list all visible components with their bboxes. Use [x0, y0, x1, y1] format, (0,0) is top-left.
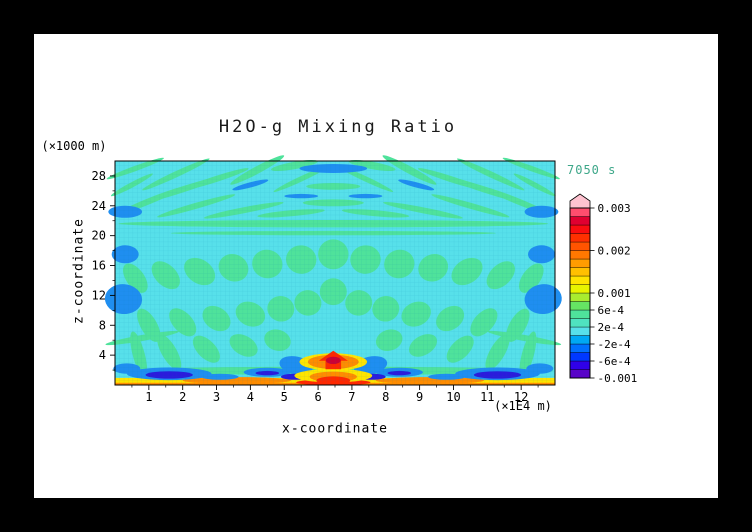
x-tick-label: 11	[480, 390, 494, 404]
x-tick-label: 10	[446, 390, 460, 404]
colorbar-band	[569, 224, 591, 234]
x-tick-label: 12	[514, 390, 528, 404]
colorbar-band	[569, 309, 591, 319]
colorbar-tick-label: 0.003	[598, 202, 631, 215]
colorbar-band	[569, 369, 591, 379]
chart-title: H2O-g Mixing Ratio	[218, 117, 458, 137]
z-tick-label: 24	[92, 199, 106, 213]
x-axis-unit-label: (×1E4 m)	[494, 399, 552, 413]
z-tick-label: 4	[99, 348, 106, 362]
colorbar-band	[569, 326, 591, 336]
z-tick-label: 20	[92, 229, 106, 243]
colorbar-band	[569, 352, 591, 362]
colorbar-band	[569, 335, 591, 345]
x-tick-label: 4	[247, 390, 254, 404]
colorbar-band	[569, 318, 591, 328]
colorbar-tick-label: -6e-4	[598, 355, 631, 368]
colorbar-layer: 0.003 0.002 0.001 6e-4 2e-4 -2e-4 -6e-4 -0.001	[569, 193, 638, 385]
colorbar-band	[569, 258, 591, 268]
x-tick-label: 2	[179, 390, 186, 404]
z-tick-label: 12	[92, 288, 106, 302]
colorbar-overflow-arrow	[569, 193, 591, 209]
colorbar-tick-label: 0.001	[598, 287, 631, 300]
x-tick-label: 5	[281, 390, 288, 404]
x-tick-label: 9	[416, 390, 423, 404]
x-tick-label: 3	[213, 390, 220, 404]
z-tick-label: 8	[99, 318, 106, 332]
colorbar-band	[569, 216, 591, 226]
x-axis-label: x-coordinate	[282, 421, 388, 437]
colorbar-legend: 0.003 0.002 0.001 6e-4 2e-4 -2e-4 -6e-4 -0.001	[569, 193, 638, 385]
grid-mesh-overlay	[115, 161, 555, 385]
colorbar-band	[569, 292, 591, 302]
y-axis-label: z-coordinate	[71, 218, 87, 324]
colorbar-tick-label: 0.002	[598, 244, 631, 257]
x-tick-label: 8	[382, 390, 389, 404]
colorbar-band	[569, 233, 591, 243]
colorbar-tick-label: -2e-4	[598, 338, 631, 351]
colorbar-band	[569, 267, 591, 277]
colorbar-tick-label: 2e-4	[598, 321, 625, 334]
z-tick-label: 16	[92, 259, 106, 273]
colorbar-band	[569, 250, 591, 260]
x-tick-label: 6	[314, 390, 321, 404]
x-tick-label: 7	[348, 390, 355, 404]
colorbar-tick-label: -0.001	[598, 372, 638, 385]
time-stamp-label: 7050 s	[567, 163, 617, 177]
z-tick-label: 28	[92, 169, 106, 183]
colorbar-band	[569, 301, 591, 311]
colorbar-band	[569, 284, 591, 294]
y-axis-unit-label: (×1000 m)	[41, 139, 107, 153]
colorbar-tick-label: 6e-4	[598, 304, 625, 317]
colorbar-band	[569, 207, 591, 217]
colorbar-band	[569, 360, 591, 370]
colorbar-band	[569, 241, 591, 251]
x-tick-label: 1	[145, 390, 152, 404]
colorbar-band	[569, 275, 591, 285]
colorbar-band	[569, 343, 591, 353]
